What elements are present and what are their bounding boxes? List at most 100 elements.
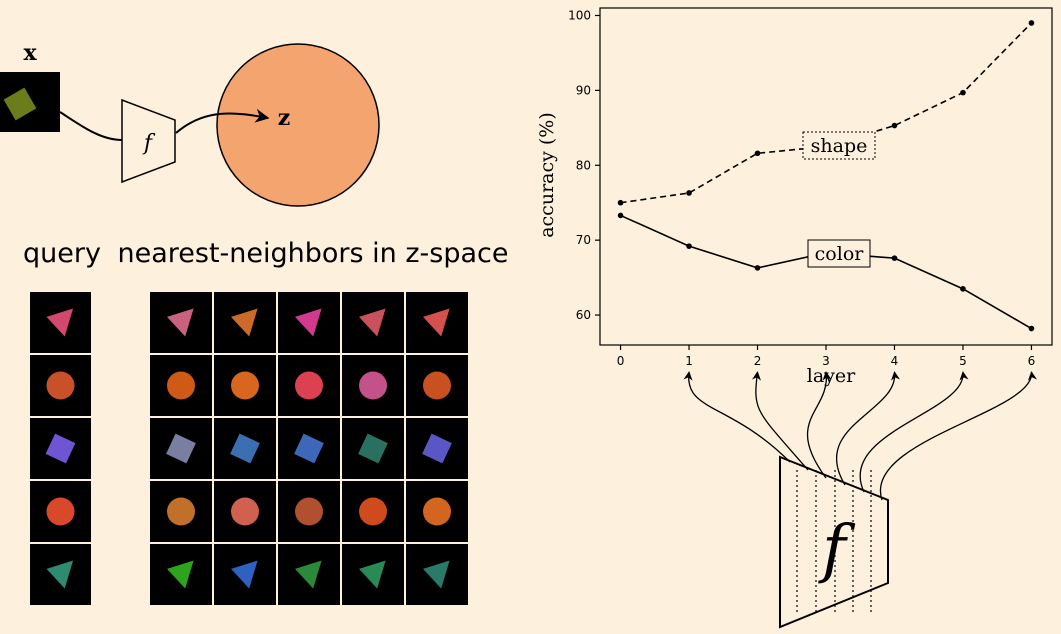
query-cell-4: [30, 481, 91, 542]
neighbor-cell-4-3: [278, 481, 340, 542]
neighbor-cell-1-4: [342, 292, 404, 353]
x-tick-label: 4: [891, 354, 899, 368]
accuracy-chart: 60 70 80 90 100 0 1 2 3 4 5 6 layer accuracy (%) s…: [536, 7, 1053, 387]
layer-arrow-3: [806, 371, 832, 479]
query-cell-2: [30, 355, 91, 416]
input-image: [0, 72, 60, 132]
query-heading: query: [23, 238, 101, 269]
layer-dividers: [796, 470, 872, 613]
neighbors-grid: [150, 292, 468, 605]
neighbor-cell-4-3-circle: [295, 497, 323, 526]
x-tick-label: 5: [959, 354, 967, 368]
x-tick-label: 0: [617, 354, 625, 368]
x-tick-label: 6: [1028, 354, 1036, 368]
y-axis-label: accuracy (%): [536, 112, 558, 238]
query-cell-5-triangle: [46, 560, 74, 589]
neighbor-cell-1-4-triangle: [359, 308, 386, 337]
layer-arrow-2: [751, 371, 809, 471]
neighbor-cell-5-3: [278, 544, 340, 605]
neighbor-cell-1-1-triangle: [167, 308, 194, 337]
neighbors-heading: nearest-neighbors in z-space: [118, 238, 509, 269]
data-point-shape: [960, 89, 966, 96]
query-cell-3: [30, 418, 91, 479]
data-point-shape: [1028, 20, 1035, 26]
neighbor-cell-3-1-square: [166, 433, 196, 464]
layered-encoder-trapezoid: [779, 455, 889, 629]
neighbor-cell-2-5-circle: [423, 371, 451, 400]
neighbor-cell-5-1-triangle: [167, 560, 194, 589]
neighbor-cell-5-3-triangle: [295, 560, 322, 589]
neighbor-cell-5-5-triangle: [423, 560, 450, 589]
neighbor-cell-5-5: [406, 544, 468, 605]
input-label: x: [23, 40, 37, 66]
input-to-encoder-arrow: [59, 111, 123, 141]
layer-arrow-1: [683, 371, 791, 463]
series-line-color: [620, 214, 1032, 330]
neighbor-cell-1-5: [406, 292, 468, 353]
neighbor-cell-1-5-triangle: [423, 308, 450, 337]
y-tick-label: 100: [568, 8, 591, 22]
series-color: [617, 212, 1035, 332]
neighbor-cell-4-4-circle: [359, 497, 387, 526]
plot-frame: [599, 7, 1053, 346]
neighbor-cell-5-4: [342, 544, 404, 605]
neighbor-cell-3-2-square: [230, 433, 260, 464]
neighbor-cell-2-3-circle: [295, 371, 323, 400]
neighbor-cell-5-1: [150, 544, 212, 605]
data-point-color: [686, 243, 692, 249]
encoder-diagram: x f z: [0, 40, 380, 207]
layer-arrow-5: [859, 371, 969, 493]
neighbor-cell-3-5: [406, 418, 468, 479]
query-cell-2-circle: [46, 371, 75, 400]
series-line-shape: [620, 22, 1033, 204]
y-tick-label: 80: [576, 158, 591, 172]
x-axis-label: layer: [807, 365, 856, 387]
data-point-shape: [686, 190, 692, 196]
neighbor-cell-2-5: [406, 355, 468, 416]
neighbor-cell-1-3-triangle: [295, 308, 322, 337]
neighbor-cell-4-5-circle: [423, 497, 451, 526]
neighbor-cell-3-5-square: [422, 433, 452, 464]
neighbor-cell-4-2: [214, 481, 276, 542]
neighbor-cell-2-4: [342, 355, 404, 416]
y-tick-label: 70: [576, 233, 591, 247]
neighbor-cell-1-2-triangle: [231, 308, 258, 337]
neighbor-cell-2-3: [278, 355, 340, 416]
neighbor-cell-3-4-square: [358, 433, 388, 464]
series-shape: [617, 20, 1035, 206]
query-cell-5: [30, 544, 91, 605]
neighbor-cell-4-1-circle: [167, 497, 195, 526]
y-tick-label: 60: [576, 308, 591, 322]
data-point-shape: [891, 122, 898, 129]
data-point-color: [960, 286, 966, 292]
encoder-to-latent-arrow: [175, 108, 270, 134]
y-tick-label: 90: [576, 83, 591, 97]
neighbor-cell-1-3: [278, 292, 340, 353]
series-layer: [617, 20, 1035, 332]
layer-arrows: [683, 371, 1037, 501]
shape-annotation-label: shape: [811, 135, 868, 157]
data-point-shape: [617, 199, 624, 206]
neighbor-cell-3-3: [278, 418, 340, 479]
encoder-trapezoid: [121, 98, 176, 184]
neighbor-cell-4-5: [406, 481, 468, 542]
neighbor-cell-2-4-circle: [359, 371, 387, 400]
latent-sphere: [216, 43, 380, 207]
neighbor-cell-2-1-circle: [167, 371, 195, 400]
data-point-color: [754, 265, 761, 271]
query-cell-4-circle: [46, 497, 75, 526]
data-point-color: [1028, 325, 1035, 332]
neighbor-cell-1-2: [214, 292, 276, 353]
neighbor-cell-1-1: [150, 292, 212, 353]
shape-annotation: shape: [802, 131, 876, 160]
neighbor-cell-2-2-circle: [231, 371, 259, 400]
neighbor-cell-3-2: [214, 418, 276, 479]
query-cell-1: [30, 292, 91, 353]
neighbor-cell-3-3-square: [294, 433, 324, 464]
x-axis-ticks: 0 1 2 3 4 5 6: [617, 345, 1036, 368]
neighbor-cell-4-2-circle: [231, 497, 259, 526]
layer-arrow-6: [879, 371, 1037, 501]
y-axis-ticks: 60 70 80 90 100: [568, 8, 600, 322]
data-point-shape: [754, 150, 761, 157]
latent-label: z: [278, 105, 291, 131]
